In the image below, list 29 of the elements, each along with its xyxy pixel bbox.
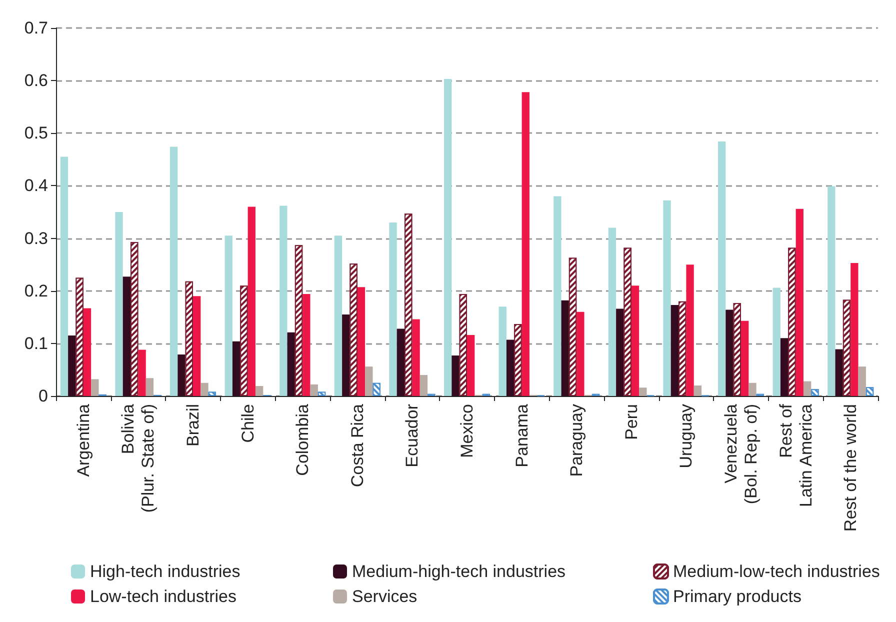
y-tick-label: 0.5 <box>24 124 48 143</box>
y-tick-label: 0.7 <box>24 18 48 38</box>
x-tick-label: Panama <box>512 403 532 468</box>
x-tick-label: Chile <box>238 404 258 443</box>
x-tick-label: Uruguay <box>676 404 696 468</box>
x-tick-label: Paraguay <box>567 404 586 477</box>
legend-label: High-tech industries <box>90 562 240 581</box>
y-tick-label: 0.1 <box>24 334 48 353</box>
x-tick-label: Argentina <box>74 403 93 477</box>
legend-label: Primary products <box>673 587 802 606</box>
x-tick-label: Mexico <box>458 404 476 458</box>
x-tick-label: Rest of Latin America <box>776 403 816 507</box>
y-tick-label: 0.6 <box>24 71 48 90</box>
legend-label: Services <box>352 587 418 606</box>
y-tick-label: 0.2 <box>24 281 48 300</box>
x-tick-label: Brazil <box>184 404 202 447</box>
x-tick-label: Costa Rica <box>348 403 367 488</box>
x-tick-label: Ecuador <box>402 404 422 468</box>
x-tick-label: Bolivia (Plur. State of) <box>118 403 158 513</box>
y-tick-label: 0 <box>38 386 48 406</box>
legend-label: Medium-high-tech industries <box>352 562 566 581</box>
x-tick-label: Rest of the world <box>841 404 860 532</box>
legend-label: Low-tech industries <box>90 587 236 606</box>
x-tick-label: Colombia <box>293 403 312 476</box>
x-tick-label: Venezuela (Bol. Rep. of) <box>722 403 760 504</box>
y-tick-label: 0.4 <box>24 176 48 196</box>
x-tick-label: Peru <box>622 404 641 440</box>
legend-label: Medium-low-tech industries <box>673 562 880 581</box>
y-tick-label: 0.3 <box>24 228 48 248</box>
